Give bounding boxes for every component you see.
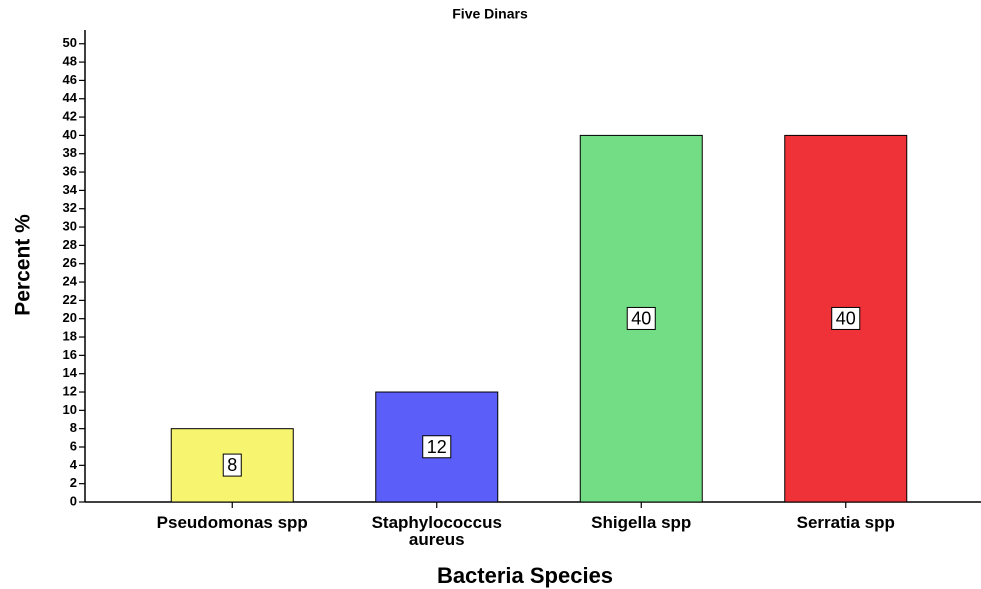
y-tick-label: 50 bbox=[63, 35, 77, 50]
y-tick-label: 22 bbox=[63, 292, 77, 307]
data-label: 40 bbox=[631, 308, 651, 328]
y-tick-label: 0 bbox=[70, 493, 77, 508]
data-label-box bbox=[626, 306, 656, 330]
y-tick-label: 16 bbox=[63, 347, 77, 362]
data-label-box bbox=[222, 453, 242, 477]
y-tick-label: 8 bbox=[70, 420, 77, 435]
y-tick-label: 30 bbox=[63, 218, 77, 233]
y-tick-label: 28 bbox=[63, 237, 77, 252]
y-tick-label: 14 bbox=[63, 365, 78, 380]
y-tick-label: 26 bbox=[63, 255, 77, 270]
x-tick-label: Pseudomonas spp bbox=[156, 513, 308, 532]
y-tick-label: 18 bbox=[63, 328, 77, 343]
y-tick-label: 32 bbox=[63, 200, 77, 215]
y-tick-label: 36 bbox=[63, 163, 77, 178]
y-tick-label: 48 bbox=[63, 54, 77, 69]
x-axis-label: Bacteria Species bbox=[437, 563, 613, 588]
data-label-box bbox=[831, 306, 861, 330]
y-tick-label: 46 bbox=[63, 72, 77, 87]
y-tick-label: 12 bbox=[63, 383, 77, 398]
x-tick-label: Serratia spp bbox=[796, 513, 895, 532]
y-tick-label: 34 bbox=[63, 182, 78, 197]
y-tick-label: 20 bbox=[63, 310, 77, 325]
y-tick-label: 2 bbox=[70, 475, 77, 490]
data-label: 40 bbox=[836, 308, 856, 328]
chart-title: Five Dinars bbox=[452, 6, 528, 22]
y-tick-label: 40 bbox=[63, 127, 77, 142]
data-label-box bbox=[422, 435, 452, 459]
data-label: 12 bbox=[427, 437, 447, 457]
y-tick-label: 24 bbox=[63, 273, 78, 288]
y-tick-label: 42 bbox=[63, 109, 77, 124]
y-tick-label: 10 bbox=[63, 402, 77, 417]
y-tick-label: 44 bbox=[63, 90, 78, 105]
x-tick-label: Staphylococcus aureus bbox=[371, 513, 502, 549]
y-tick-label: 6 bbox=[70, 438, 77, 453]
y-tick-label: 38 bbox=[63, 145, 77, 160]
y-tick-label: 4 bbox=[70, 457, 78, 472]
x-tick-label: Shigella spp bbox=[591, 513, 692, 532]
data-label: 8 bbox=[227, 455, 237, 475]
y-axis-label: Percent % bbox=[12, 214, 35, 316]
